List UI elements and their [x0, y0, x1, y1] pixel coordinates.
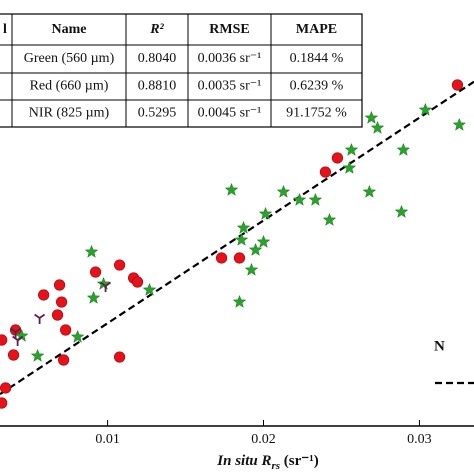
point [418, 102, 433, 116]
reference-line [0, 80, 474, 396]
point [86, 290, 101, 304]
point [319, 166, 332, 178]
table-bg [0, 13, 363, 128]
point [34, 313, 46, 324]
point [55, 296, 68, 308]
point [236, 220, 251, 234]
point [234, 232, 249, 246]
x-tick-label: 0.01 [95, 432, 120, 447]
legend-text: N [434, 338, 445, 354]
table-cell: Red (660 µm) [30, 79, 109, 94]
table-cell: 0.8810 [138, 79, 177, 94]
x-tick-label: 0.03 [407, 432, 432, 447]
point [38, 289, 50, 301]
x-axis-label: In situ Rrs (sr⁻¹) [216, 453, 318, 471]
table-cell: 0.0036 sr⁻¹ [198, 51, 262, 66]
table-header: MAPE [296, 22, 337, 37]
point [308, 192, 323, 206]
point [113, 259, 126, 271]
point [276, 184, 291, 198]
point [394, 204, 409, 218]
point [452, 117, 467, 131]
point [30, 348, 45, 362]
x-tick-label: 0.02 [251, 432, 276, 447]
table-header: R² [149, 22, 164, 37]
table-cell: 0.5295 [138, 106, 177, 121]
point [248, 242, 263, 256]
point [0, 397, 8, 409]
point [113, 351, 126, 363]
point [53, 279, 66, 291]
point [292, 192, 307, 206]
point [362, 184, 377, 198]
table-cell: 0.6239 % [290, 79, 344, 94]
point [342, 160, 357, 174]
point [10, 327, 22, 338]
point [60, 324, 72, 336]
point [142, 282, 157, 296]
table-header: Name [52, 22, 87, 37]
point [344, 142, 359, 156]
point [84, 244, 99, 258]
table-cell: 0.0035 sr⁻¹ [198, 79, 262, 94]
point [451, 79, 464, 91]
point [89, 266, 102, 278]
table-cell: Green (560 µm) [24, 51, 115, 66]
point [58, 354, 70, 366]
point [51, 309, 64, 321]
table-cell: 0.0045 sr⁻¹ [198, 106, 262, 121]
point [331, 152, 344, 164]
table-cell: 91.1752 % [286, 106, 347, 121]
point [370, 120, 385, 134]
point [0, 334, 8, 346]
table-header: RMSE [209, 22, 249, 37]
point [322, 212, 337, 226]
point [232, 294, 247, 308]
table: l Name R² RMSE MAPE Green (560 µm) 0.8040 0.003… [0, 13, 363, 128]
table-header: l [3, 22, 7, 37]
point [7, 349, 20, 361]
point [396, 142, 411, 156]
point [233, 252, 246, 264]
point [100, 281, 112, 293]
point [0, 382, 12, 394]
table-cell: 0.8040 [138, 51, 177, 66]
point [14, 328, 29, 342]
point [96, 276, 111, 290]
table-cell: 0.1844 % [290, 51, 344, 66]
point [256, 234, 271, 248]
point [12, 335, 24, 346]
table-cell: NIR (825 µm) [29, 106, 110, 121]
point [258, 206, 273, 220]
point [244, 262, 259, 276]
point [364, 110, 379, 124]
point [70, 329, 85, 343]
point [215, 252, 228, 264]
point [131, 276, 144, 288]
point [224, 182, 239, 196]
